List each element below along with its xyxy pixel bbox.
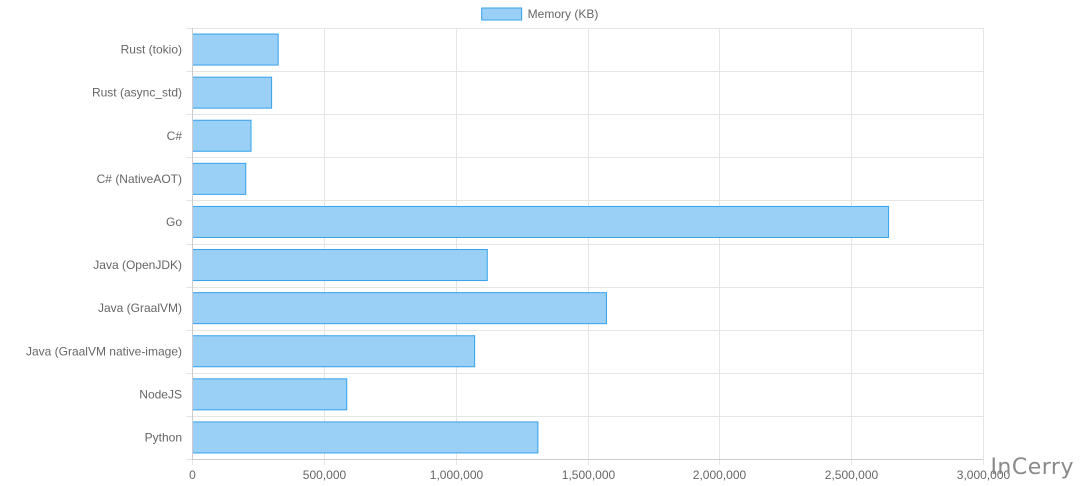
x-tick-label: 2,000,000 xyxy=(693,468,747,482)
bar[interactable] xyxy=(192,421,539,454)
y-tick-label: NodeJS xyxy=(139,387,182,401)
x-tick-label: 3,000,000 xyxy=(957,468,1011,482)
bar[interactable] xyxy=(192,33,279,66)
legend-label[interactable]: Memory (KB) xyxy=(528,7,599,21)
x-tick-label: 500,000 xyxy=(303,468,347,482)
bar[interactable] xyxy=(192,249,488,282)
axis-layer: 0 500,000 1,000,000 1,500,000 2,000,000 2,500… xyxy=(26,28,1011,482)
x-tick-label: 2,500,000 xyxy=(825,468,879,482)
y-tick-label: C# xyxy=(167,129,183,143)
y-tick-label: Java (GraalVM native-image) xyxy=(26,344,182,358)
bar[interactable] xyxy=(192,162,247,195)
bar[interactable] xyxy=(192,335,476,368)
x-tick-label: 1,500,000 xyxy=(562,468,616,482)
y-tick-label: Python xyxy=(145,430,182,444)
y-tick-label: Rust (tokio) xyxy=(121,43,182,57)
y-tick-label: Rust (async_std) xyxy=(92,86,182,100)
bar[interactable] xyxy=(192,119,252,152)
x-tick-label: 1,000,000 xyxy=(430,468,484,482)
legend-swatch[interactable] xyxy=(481,7,523,21)
bar[interactable] xyxy=(192,76,273,109)
y-tick-label: C# (NativeAOT) xyxy=(97,172,182,186)
watermark-text: InCerry xyxy=(990,455,1074,480)
x-tick-label: 0 xyxy=(189,468,196,482)
bar-layer xyxy=(192,33,890,454)
y-tick-label: Java (OpenJDK) xyxy=(93,258,182,272)
y-tick-label: Go xyxy=(166,215,182,229)
bar[interactable] xyxy=(192,205,890,238)
bar[interactable] xyxy=(192,378,348,411)
legend[interactable]: Memory (KB) xyxy=(481,7,599,21)
bar[interactable] xyxy=(192,292,607,325)
y-tick-label: Java (GraalVM) xyxy=(98,301,182,315)
